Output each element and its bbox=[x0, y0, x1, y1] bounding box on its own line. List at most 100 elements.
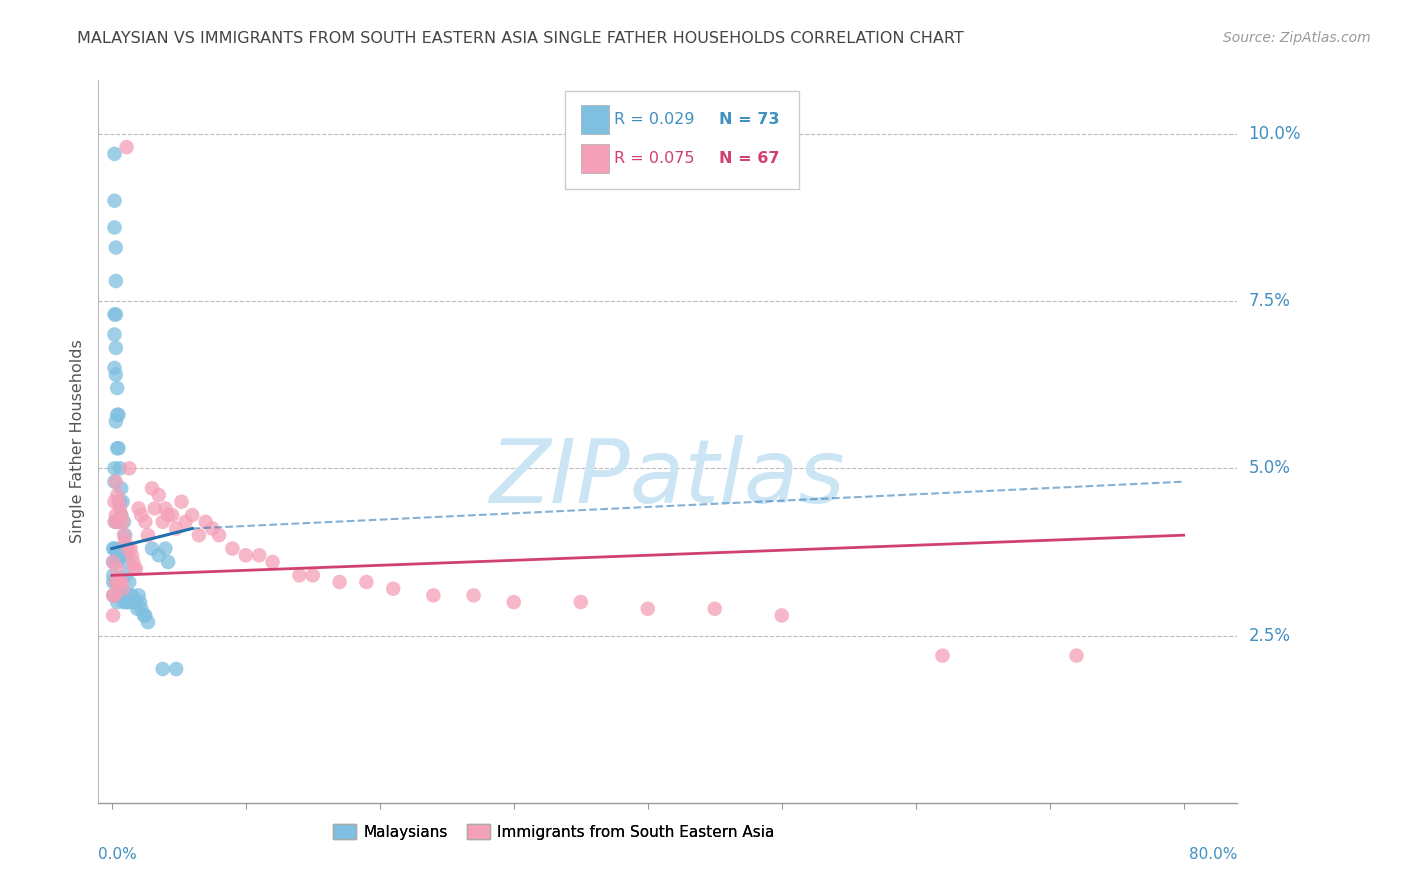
Text: 80.0%: 80.0% bbox=[1189, 847, 1237, 863]
Text: N = 73: N = 73 bbox=[718, 112, 779, 127]
Text: Source: ZipAtlas.com: Source: ZipAtlas.com bbox=[1223, 31, 1371, 45]
Point bbox=[105, 515, 128, 529]
Point bbox=[115, 140, 138, 154]
Point bbox=[111, 515, 134, 529]
Point bbox=[107, 589, 129, 603]
Point bbox=[101, 568, 124, 582]
Point bbox=[117, 555, 139, 569]
Point bbox=[114, 528, 136, 542]
Point bbox=[110, 508, 132, 523]
Point bbox=[121, 548, 143, 563]
Point bbox=[124, 562, 146, 576]
Point bbox=[148, 548, 170, 563]
Point bbox=[103, 541, 125, 556]
Point bbox=[931, 648, 953, 663]
Point bbox=[121, 589, 143, 603]
Point bbox=[108, 494, 131, 508]
Point bbox=[101, 589, 124, 603]
Point bbox=[104, 274, 127, 288]
Point bbox=[703, 601, 725, 615]
Point bbox=[104, 240, 127, 255]
Point bbox=[103, 494, 125, 508]
Point bbox=[103, 515, 125, 529]
Y-axis label: Single Father Households: Single Father Households bbox=[70, 340, 86, 543]
Point bbox=[110, 582, 132, 596]
Point bbox=[288, 568, 311, 582]
Point bbox=[103, 146, 125, 161]
Point bbox=[132, 608, 155, 623]
Point bbox=[174, 515, 197, 529]
Point bbox=[101, 555, 124, 569]
Point bbox=[108, 541, 131, 556]
Point bbox=[165, 662, 187, 676]
Point bbox=[134, 515, 156, 529]
Point bbox=[112, 528, 135, 542]
Point bbox=[104, 508, 127, 523]
Point bbox=[105, 562, 128, 576]
Point bbox=[329, 574, 352, 589]
Point bbox=[356, 574, 378, 589]
Point bbox=[114, 568, 136, 582]
Point bbox=[103, 461, 125, 475]
Point bbox=[101, 574, 124, 589]
Text: 2.5%: 2.5% bbox=[1249, 626, 1291, 645]
Point bbox=[128, 501, 150, 516]
Point bbox=[770, 608, 793, 623]
Point bbox=[136, 528, 159, 542]
Point bbox=[111, 589, 134, 603]
Point bbox=[105, 488, 128, 502]
Point bbox=[155, 541, 177, 556]
Point bbox=[104, 515, 127, 529]
Point bbox=[124, 595, 146, 609]
Point bbox=[103, 475, 125, 489]
Point bbox=[104, 368, 127, 382]
Text: 5.0%: 5.0% bbox=[1249, 459, 1291, 477]
Point bbox=[247, 548, 270, 563]
Point bbox=[141, 481, 163, 495]
Point bbox=[160, 508, 183, 523]
Point bbox=[502, 595, 524, 609]
Point bbox=[110, 508, 132, 523]
Point bbox=[108, 589, 131, 603]
Point bbox=[122, 595, 145, 609]
Point bbox=[108, 501, 131, 516]
Point bbox=[143, 501, 166, 516]
Point bbox=[157, 508, 180, 523]
Point bbox=[569, 595, 592, 609]
Text: R = 0.075: R = 0.075 bbox=[614, 151, 695, 166]
Text: 0.0%: 0.0% bbox=[98, 847, 138, 863]
Point bbox=[103, 220, 125, 235]
Point bbox=[103, 327, 125, 342]
Point bbox=[115, 595, 138, 609]
Point bbox=[118, 461, 141, 475]
Point bbox=[120, 589, 142, 603]
Point bbox=[201, 521, 224, 535]
Point bbox=[129, 595, 152, 609]
Point bbox=[422, 589, 444, 603]
Point bbox=[111, 541, 134, 556]
Point bbox=[127, 601, 149, 615]
Point bbox=[117, 541, 139, 556]
Point bbox=[129, 508, 152, 523]
Point bbox=[110, 481, 132, 495]
Legend: Malaysians, Immigrants from South Eastern Asia: Malaysians, Immigrants from South Easter… bbox=[328, 818, 780, 846]
Point bbox=[221, 541, 243, 556]
Point bbox=[103, 360, 125, 375]
Point bbox=[104, 414, 127, 428]
Point bbox=[129, 601, 152, 615]
Point bbox=[107, 515, 129, 529]
Point bbox=[301, 568, 323, 582]
Point bbox=[262, 555, 284, 569]
Point bbox=[125, 562, 148, 576]
Point bbox=[108, 461, 131, 475]
Text: N = 67: N = 67 bbox=[718, 151, 779, 166]
Point bbox=[105, 381, 128, 395]
Point bbox=[105, 408, 128, 422]
Point bbox=[107, 494, 129, 508]
Point bbox=[107, 441, 129, 455]
Point bbox=[463, 589, 485, 603]
Point bbox=[115, 541, 138, 556]
Point bbox=[101, 608, 124, 623]
Point bbox=[103, 194, 125, 208]
Point bbox=[112, 548, 135, 563]
